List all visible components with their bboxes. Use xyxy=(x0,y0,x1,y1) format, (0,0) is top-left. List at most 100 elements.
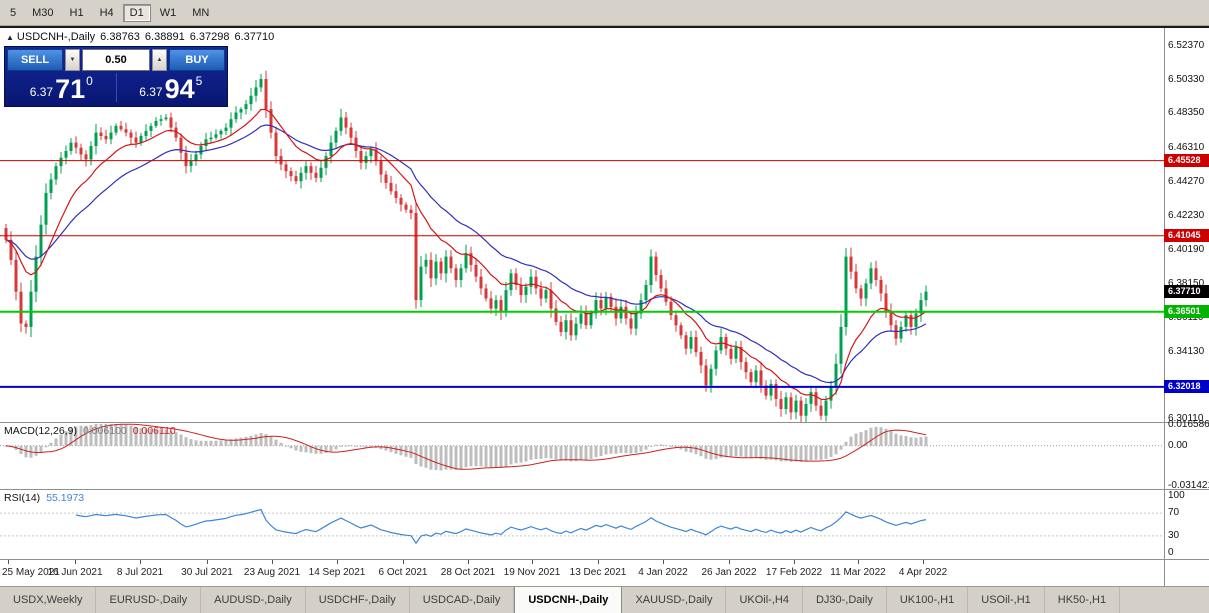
buy-price-display[interactable]: 6.37 94 5 xyxy=(117,71,226,104)
date-tick xyxy=(8,560,9,564)
chart-window-top-border xyxy=(0,26,1209,28)
price-axis-label: 6.40190 xyxy=(1168,244,1205,255)
date-axis-label: 16 Jun 2021 xyxy=(47,567,103,578)
price-axis-label: 6.44270 xyxy=(1168,176,1205,187)
buy-price-big-digits: 94 xyxy=(164,74,195,104)
date-tick xyxy=(75,560,76,564)
date-tick xyxy=(207,560,208,564)
ma-fast-line[interactable] xyxy=(5,108,927,401)
date-axis[interactable]: 25 May 2021 16 Jun 2021 8 Jul 2021 30 Jul 2… xyxy=(0,560,1164,586)
chart-tab-usdcnh-daily[interactable]: USDCNH-,Daily xyxy=(514,587,623,613)
date-axis-separator xyxy=(0,559,1209,560)
timeframe-toolbar: 5 M30 H1 H4 D1 W1 MN xyxy=(0,0,1209,26)
macd-signal-value: 0.006110 xyxy=(132,425,176,437)
price-axis-label: 6.48350 xyxy=(1168,107,1205,118)
price-tag-6.41045: 6.41045 xyxy=(1164,229,1209,242)
price-tag-6.37710: 6.37710 xyxy=(1164,285,1209,298)
sell-price-superscript: 0 xyxy=(86,74,93,88)
chart-tab-dj30-daily[interactable]: DJ30-,Daily xyxy=(803,587,887,613)
date-tick xyxy=(923,560,924,564)
date-axis-label: 4 Jan 2022 xyxy=(638,567,688,578)
date-tick xyxy=(272,560,273,564)
chart-tab-audusd-daily[interactable]: AUDUSD-,Daily xyxy=(201,587,306,613)
ohlc-high: 6.38891 xyxy=(144,31,185,43)
chart-tab-hk50-h1[interactable]: HK50-,H1 xyxy=(1045,587,1121,613)
timeframe-button-d1[interactable]: D1 xyxy=(122,3,151,22)
volume-input[interactable] xyxy=(82,49,150,71)
ohlc-close: 6.37710 xyxy=(234,31,275,43)
price-axis[interactable]: 6.52370 6.50330 6.48350 6.46310 6.44270 6.422… xyxy=(1164,26,1209,586)
rsi-axis-label: 30 xyxy=(1168,530,1180,541)
chart-tab-usdx-weekly[interactable]: USDX,Weekly xyxy=(0,587,97,613)
price-tag-6.36501: 6.36501 xyxy=(1164,305,1209,318)
date-tick xyxy=(337,560,338,564)
sell-price-display[interactable]: 6.37 71 0 xyxy=(7,71,116,104)
date-tick xyxy=(729,560,730,564)
date-tick xyxy=(858,560,859,564)
chart-tab-eurusd-daily[interactable]: EURUSD-,Daily xyxy=(96,587,202,613)
macd-signal-line xyxy=(5,423,927,470)
price-axis-label: 6.38150 xyxy=(1168,278,1205,289)
price-axis-label: 6.46310 xyxy=(1168,142,1205,153)
price-tag-6.32018: 6.32018 xyxy=(1164,380,1209,393)
ma-slow-line[interactable] xyxy=(5,124,927,384)
macd-indicator-canvas[interactable] xyxy=(0,423,1164,489)
chart-tab-uk100-h1[interactable]: UK100-,H1 xyxy=(887,587,969,613)
price-axis-label: 6.42230 xyxy=(1168,210,1205,221)
price-divider xyxy=(115,73,117,102)
date-axis-label: 8 Jul 2021 xyxy=(116,567,164,578)
volume-increase-button[interactable]: ▲ xyxy=(152,49,167,71)
price-tag-6.45528: 6.45528 xyxy=(1164,154,1209,167)
chart-tab-bar: USDX,Weekly EURUSD-,Daily AUDUSD-,Daily USD… xyxy=(0,586,1209,613)
chart-tab-usdcad-daily[interactable]: USDCAD-,Daily xyxy=(410,587,515,613)
date-axis-label: 4 Apr 2022 xyxy=(898,567,948,578)
rsi-indicator-label: RSI(14) 55.1973 xyxy=(4,492,85,504)
sell-price-prefix: 6.37 xyxy=(29,85,54,99)
main-chart-canvas[interactable] xyxy=(0,28,1164,422)
price-axis-label: 6.50330 xyxy=(1168,74,1205,85)
date-tick xyxy=(403,560,404,564)
chart-tab-usoil-h1[interactable]: USOil-,H1 xyxy=(968,587,1045,613)
macd-axis-label: 0.016586 xyxy=(1168,419,1209,430)
volume-decrease-button[interactable]: ▼ xyxy=(65,49,80,71)
date-axis-label: 25 May 2021 xyxy=(2,567,60,578)
chart-tab-usdchf-daily[interactable]: USDCHF-,Daily xyxy=(306,587,410,613)
chart-tab-xauusd-daily[interactable]: XAUUSD-,Daily xyxy=(622,587,727,613)
chart-window: ▲ USDCNH-,Daily 6.38763 6.38891 6.37298 6.377… xyxy=(0,26,1209,586)
one-click-trading-panel: SELL ▼ ▲ BUY 6.37 71 0 6.37 94 5 xyxy=(4,46,228,107)
sell-price-big-digits: 71 xyxy=(55,74,86,104)
rsi-panel-separator xyxy=(0,489,1209,490)
timeframe-button-mn[interactable]: MN xyxy=(192,6,210,19)
date-axis-label: 14 Sep 2021 xyxy=(308,567,366,578)
date-axis-label: 13 Dec 2021 xyxy=(569,567,627,578)
chart-tab-ukoil-h4[interactable]: UKOil-,H4 xyxy=(726,587,803,613)
rsi-line xyxy=(75,508,927,545)
date-axis-label: 6 Oct 2021 xyxy=(378,567,428,578)
timeframe-button-5[interactable]: 5 xyxy=(10,6,17,19)
date-axis-label: 23 Aug 2021 xyxy=(243,567,301,578)
price-axis-label: 6.34130 xyxy=(1168,346,1205,357)
date-axis-label: 30 Jul 2021 xyxy=(181,567,233,578)
timeframe-button-h4[interactable]: H4 xyxy=(99,6,114,19)
ohlc-low: 6.37298 xyxy=(189,31,230,43)
sell-button[interactable]: SELL xyxy=(7,49,63,71)
candlestick-series xyxy=(4,70,928,422)
collapse-triangle-icon[interactable]: ▲ xyxy=(6,33,14,42)
date-axis-label: 28 Oct 2021 xyxy=(440,567,496,578)
price-axis-label: 6.30110 xyxy=(1168,413,1204,424)
rsi-axis-label: 70 xyxy=(1168,507,1180,518)
chart-ohlc-header: ▲ USDCNH-,Daily 6.38763 6.38891 6.37298 6.377… xyxy=(6,31,274,43)
date-tick xyxy=(598,560,599,564)
date-axis-label: 26 Jan 2022 xyxy=(701,567,757,578)
buy-price-superscript: 5 xyxy=(195,74,203,88)
macd-axis-label: -0.031421 xyxy=(1168,480,1209,491)
rsi-axis-label: 100 xyxy=(1168,490,1185,501)
rsi-indicator-canvas[interactable] xyxy=(0,490,1164,559)
rsi-axis-label: 0 xyxy=(1168,547,1174,558)
timeframe-button-m30[interactable]: M30 xyxy=(32,6,54,19)
date-axis-label: 19 Nov 2021 xyxy=(503,567,561,578)
buy-button[interactable]: BUY xyxy=(169,49,225,71)
timeframe-button-w1[interactable]: W1 xyxy=(159,6,177,19)
timeframe-button-h1[interactable]: H1 xyxy=(69,6,84,19)
